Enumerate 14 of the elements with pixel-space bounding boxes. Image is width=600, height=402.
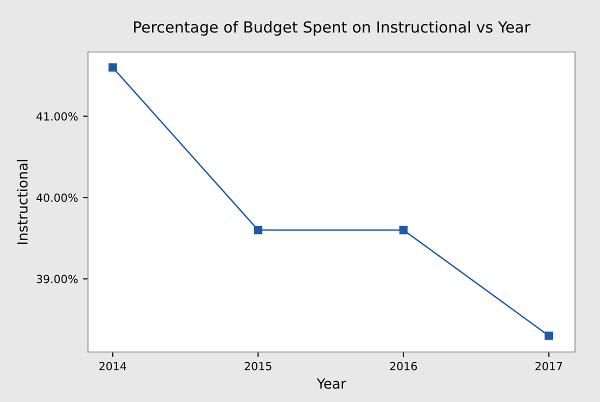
y-tick-label: 41.00%: [36, 112, 78, 121]
x-tick-label: 2017: [536, 362, 562, 370]
y-tick-label: 40.00%: [36, 194, 78, 202]
y-tick-label: 39.00%: [36, 274, 78, 284]
y-axis-title: Instructional: [16, 160, 28, 244]
point: [254, 226, 262, 234]
x-tick-label: 2015: [244, 362, 272, 370]
chart-title: Percentage of Budget Spent on Instructional vs Year: [134, 20, 530, 36]
point: [399, 226, 408, 234]
x-tick-label: 2016: [390, 362, 417, 370]
point: [544, 332, 553, 340]
x-tick-label: 2014: [99, 362, 126, 370]
point: [108, 63, 117, 72]
x-axis-title: Year: [316, 378, 346, 389]
